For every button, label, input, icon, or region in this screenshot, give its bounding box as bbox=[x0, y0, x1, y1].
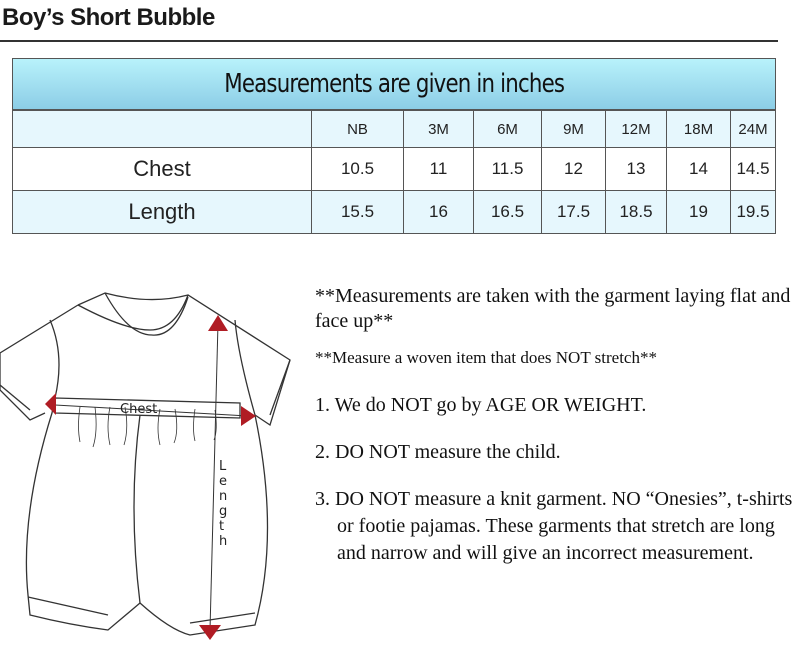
table-cell: 18.5 bbox=[605, 191, 666, 233]
table-cell: 10.5 bbox=[311, 148, 403, 190]
table-cell: 14.5 bbox=[730, 148, 775, 190]
title-divider bbox=[0, 40, 778, 42]
table-cell: 19.5 bbox=[730, 191, 775, 233]
size-header: 24M bbox=[730, 111, 775, 147]
size-header: 6M bbox=[473, 111, 541, 147]
chest-left-arrow-icon bbox=[45, 393, 56, 415]
size-chart-table: Measurements are given in inches NB 3M 6… bbox=[12, 58, 776, 234]
row-label: Length bbox=[128, 199, 196, 224]
gather-lines bbox=[78, 406, 217, 448]
length-top-arrow-icon bbox=[208, 315, 228, 331]
romper-outline bbox=[0, 292, 291, 636]
page-title: Boy’s Short Bubble bbox=[2, 4, 215, 31]
size-header: 18M bbox=[666, 111, 730, 147]
size-header: 3M bbox=[403, 111, 473, 147]
table-cell: 11 bbox=[403, 148, 473, 190]
size-header: NB bbox=[311, 111, 403, 147]
header-blank bbox=[13, 111, 311, 147]
caption-text: Measurements are given in inches bbox=[224, 69, 565, 99]
chest-right-arrow-icon bbox=[241, 406, 256, 426]
table-cell: 16 bbox=[403, 191, 473, 233]
table-cell: 16.5 bbox=[473, 191, 541, 233]
table-cell: 12 bbox=[541, 148, 605, 190]
rule-1: 1. We do NOT go by AGE OR WEIGHT. bbox=[315, 394, 647, 416]
table-cell: 17.5 bbox=[541, 191, 605, 233]
measure-arrows bbox=[45, 315, 256, 640]
table-cell: 15.5 bbox=[311, 191, 403, 233]
size-header: 12M bbox=[605, 111, 666, 147]
table-row-length: Length 15.5 16 16.5 17.5 18.5 19 19.5 bbox=[13, 191, 775, 233]
length-bottom-arrow-icon bbox=[199, 625, 221, 640]
table-cell: 14 bbox=[666, 148, 730, 190]
size-header: 9M bbox=[541, 111, 605, 147]
note-flat: **Measurements are taken with the garmen… bbox=[315, 285, 791, 332]
length-measure-line bbox=[209, 322, 219, 631]
table-cell: 13 bbox=[605, 148, 666, 190]
row-label: Chest bbox=[133, 156, 191, 181]
table-cell: 11.5 bbox=[473, 148, 541, 190]
rule-2: 2. DO NOT measure the child. bbox=[315, 441, 561, 463]
table-row-chest: Chest 10.5 11 11.5 12 13 14 14.5 bbox=[13, 148, 775, 191]
rule-3: 3. DO NOT measure a knit garment. NO “On… bbox=[315, 488, 793, 564]
note-woven: **Measure a woven item that does NOT str… bbox=[315, 348, 657, 367]
header-row: NB 3M 6M 9M 12M 18M 24M bbox=[13, 111, 775, 148]
table-caption: Measurements are given in inches bbox=[13, 59, 775, 111]
measurement-notes: **Measurements are taken with the garmen… bbox=[315, 284, 795, 567]
chest-label: Chest bbox=[120, 402, 157, 417]
table-cell: 19 bbox=[666, 191, 730, 233]
